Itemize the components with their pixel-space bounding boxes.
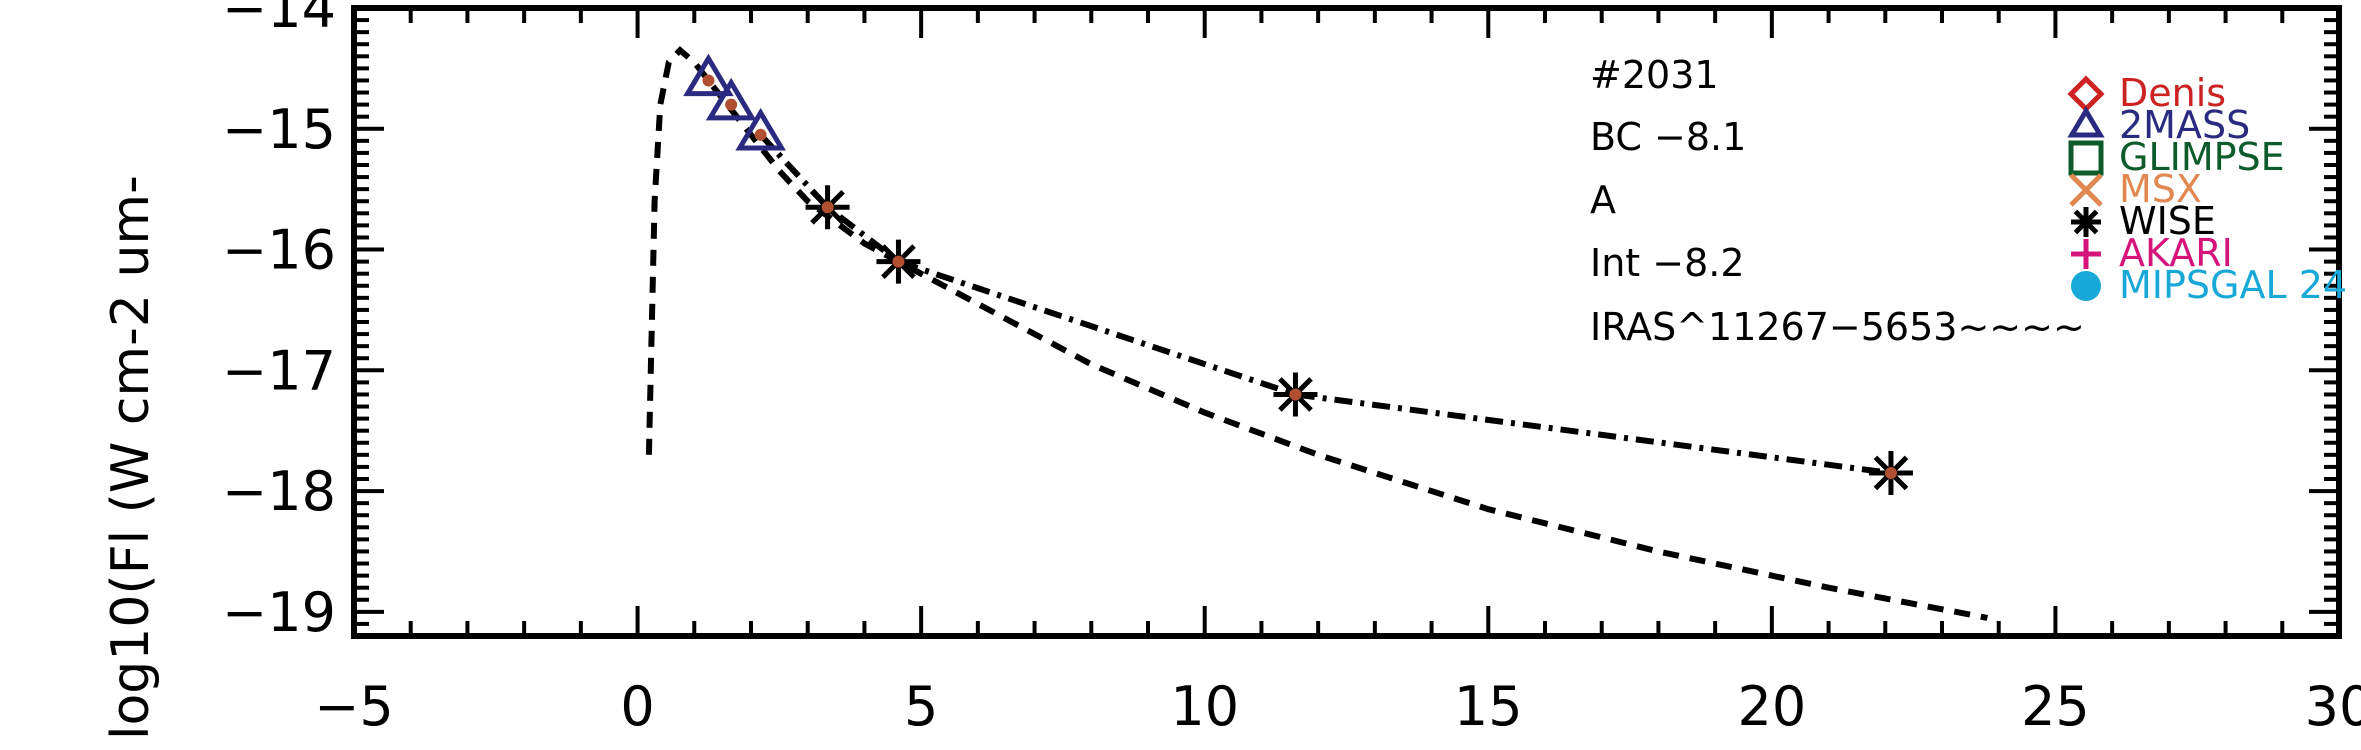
dot-shape — [1289, 388, 1302, 401]
dot-shape — [1884, 466, 1897, 479]
2mass-point — [683, 53, 734, 97]
2mass-point — [735, 107, 786, 151]
flux-point — [821, 201, 834, 214]
x-tick-label: −5 — [314, 675, 394, 738]
annotation-line: Int −8.2 — [1590, 241, 1745, 285]
annotations: #2031 BC −8.1 A Int −8.2 IRAS^11267−5653~~~~ — [1590, 53, 2085, 349]
flux-point — [892, 255, 905, 268]
x-tick-label: 5 — [904, 675, 938, 738]
x-tick-label: 30 — [2305, 675, 2361, 738]
legend-label: Denis — [2119, 71, 2226, 115]
asterisk-stroke — [2073, 209, 2099, 235]
axis-ticks — [352, 6, 2341, 638]
annotation-line: #2031 — [1590, 53, 1719, 97]
legend-label: MIPSGAL 24 — [2119, 263, 2347, 307]
y-tick-label: −15 — [222, 98, 336, 161]
legend-label: GLIMPSE — [2119, 135, 2285, 179]
x-tick-label: 10 — [1170, 675, 1239, 738]
flux-point — [725, 98, 738, 111]
triangle-shape — [683, 53, 734, 97]
legend-label: WISE — [2119, 199, 2216, 243]
y-tick-label: −18 — [222, 460, 336, 523]
model-dashdot-curve — [758, 132, 1892, 476]
glimpse-legend-icon — [2068, 140, 2104, 176]
annotation-line: A — [1590, 178, 1616, 222]
wise-legend-icon — [2071, 207, 2101, 237]
y-tick-label: −17 — [222, 339, 336, 402]
denis-legend-icon — [2067, 75, 2105, 113]
x-tick-label: 20 — [1737, 675, 1806, 738]
flux-point — [1289, 388, 1302, 401]
dot-shape — [702, 74, 715, 87]
flux-point — [1884, 466, 1897, 479]
flux-point — [702, 74, 715, 87]
legend-label: AKARI — [2119, 231, 2233, 275]
triangle-shape — [735, 107, 786, 151]
dot-shape — [725, 98, 738, 111]
dot-shape — [754, 128, 767, 141]
y-tick-label: −19 — [222, 581, 336, 644]
x-tick-label: 25 — [2021, 675, 2090, 738]
model-dashed-curve — [645, 46, 1988, 621]
x-tick-label: 15 — [1454, 675, 1523, 738]
tick-labels: −5 0 5 10 15 20 25 30 −14 −15 −16 −17 −18 −19 — [222, 0, 2361, 738]
y-axis-title: log10(Fl (W cm-2 um- — [101, 175, 161, 740]
2mass-point — [705, 77, 757, 121]
annotation-line: IRAS^11267−5653~~~~ — [1590, 305, 2085, 349]
model-curves — [645, 46, 1988, 621]
dot-shape — [892, 255, 905, 268]
triangle-shape — [2067, 106, 2105, 138]
x-stroke — [2069, 173, 2103, 207]
circle-shape — [2071, 271, 2101, 301]
triangle-shape — [705, 77, 757, 121]
square-shape — [2068, 140, 2104, 176]
data-points — [683, 53, 1913, 495]
dot-shape — [821, 201, 834, 214]
annotation-line: BC −8.1 — [1590, 115, 1746, 159]
flux-point — [754, 128, 767, 141]
diamond-shape — [2067, 75, 2105, 113]
legend-label: MSX — [2119, 167, 2202, 211]
2mass-legend-icon — [2067, 106, 2105, 138]
legend-label: 2MASS — [2119, 103, 2250, 147]
msx-legend-icon — [2069, 173, 2103, 207]
mipsgal-24-legend-icon — [2071, 271, 2101, 301]
y-tick-label: −14 — [222, 0, 336, 40]
y-tick-label: −16 — [222, 219, 336, 282]
akari-legend-icon — [2071, 239, 2101, 269]
x-tick-label: 0 — [620, 675, 654, 738]
